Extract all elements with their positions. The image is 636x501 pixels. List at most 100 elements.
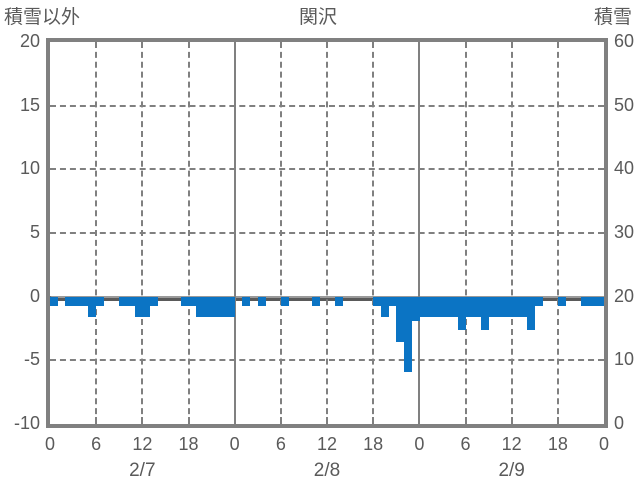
bar: [588, 296, 597, 306]
bar: [465, 296, 474, 318]
x-axis-tick-label: 12: [316, 434, 338, 454]
bar: [211, 296, 220, 318]
x-axis-tick-mark: [95, 417, 98, 424]
bar: [411, 296, 420, 321]
gridline-vertical: [187, 42, 190, 424]
bar: [503, 296, 512, 318]
bar: [380, 296, 389, 318]
x-axis-day-label: 2/8: [313, 460, 341, 481]
bar: [596, 296, 604, 306]
x-axis-tick-label: 6: [275, 434, 286, 454]
bar: [450, 296, 459, 318]
bar: [134, 296, 143, 318]
bar: [580, 296, 589, 306]
bar: [150, 296, 159, 306]
chart-title: 関沢: [298, 7, 337, 28]
x-axis-tick-mark: [233, 417, 236, 424]
bar: [226, 296, 235, 318]
x-axis-tick-label: 6: [91, 434, 102, 454]
y-axis-tick-label-left: 20: [19, 31, 40, 51]
y-axis-tick-label-left: 0: [29, 285, 40, 306]
gridline-vertical: [141, 42, 144, 424]
gridline-vertical: [556, 42, 559, 424]
bar: [457, 296, 466, 330]
x-axis-tick-label: 18: [363, 434, 384, 454]
plot-inner: [50, 42, 604, 424]
bar: [50, 296, 58, 306]
x-axis-tick-mark: [187, 417, 190, 424]
y-axis-tick-label-left: 15: [19, 94, 40, 115]
bar: [388, 296, 397, 306]
x-axis-day-label: 2/9: [498, 460, 525, 481]
bar: [334, 296, 343, 306]
bar: [496, 296, 505, 318]
bar: [96, 296, 105, 306]
bar: [142, 296, 151, 318]
x-axis-tick-label: 0: [414, 434, 425, 454]
x-axis-tick-mark: [141, 417, 144, 424]
bar: [180, 296, 189, 306]
bar: [119, 296, 128, 306]
gridline-vertical: [464, 42, 467, 424]
gridline-vertical: [372, 42, 375, 424]
x-axis-tick-mark: [418, 417, 421, 424]
bar: [311, 296, 320, 306]
bar: [65, 296, 74, 306]
y-axis-tick-label-left: -5: [23, 349, 40, 370]
x-axis-day-label: 2/7: [129, 460, 156, 481]
x-axis-tick-mark: [326, 417, 328, 424]
bar: [557, 296, 566, 306]
bar: [488, 296, 497, 318]
bar: [427, 296, 436, 318]
bar: [242, 296, 251, 306]
y-axis-tick-label-right: 20: [614, 285, 635, 306]
x-axis-tick-mark: [372, 417, 375, 424]
bar: [88, 296, 97, 318]
y-axis-tick-label-left: 5: [29, 222, 40, 242]
x-axis-tick-label: 12: [132, 434, 153, 454]
y-axis-tick-label-right: 50: [614, 94, 635, 115]
x-axis-tick-label: 0: [229, 434, 240, 454]
gridline-vertical: [279, 42, 282, 424]
y-axis-tick-label-left: -10: [13, 413, 40, 433]
y-axis-tick-label-right: 60: [614, 31, 635, 51]
x-axis-tick-mark: [464, 417, 467, 424]
bar: [196, 296, 205, 318]
day-boundary-line: [233, 42, 236, 424]
x-axis-tick-mark: [279, 417, 282, 424]
x-axis-tick-mark: [510, 417, 513, 424]
right-axis-unit-label: 積雪: [593, 7, 632, 28]
bar: [396, 296, 405, 343]
gridline-vertical: [326, 42, 328, 424]
bar: [373, 296, 382, 306]
bar: [511, 296, 520, 318]
bar: [519, 296, 528, 318]
bar: [442, 296, 451, 318]
x-axis-tick-label: 0: [44, 434, 55, 454]
bar: [473, 296, 482, 318]
bar: [257, 296, 266, 306]
bar: [203, 296, 212, 318]
day-boundary-line: [418, 42, 421, 424]
bar: [126, 296, 135, 306]
gridline-vertical: [95, 42, 98, 424]
bar: [219, 296, 228, 318]
bar: [73, 296, 82, 306]
bar: [280, 296, 289, 306]
bar: [527, 296, 536, 330]
y-axis-tick-label-left: 10: [19, 158, 40, 179]
bar: [80, 296, 89, 306]
bar: [188, 296, 197, 306]
plot-area: [46, 38, 608, 428]
bar: [403, 296, 412, 372]
x-axis-tick-label: 6: [460, 434, 471, 454]
left-axis-unit-label: 積雪以外: [4, 7, 81, 28]
y-axis-tick-label-right: 40: [614, 158, 635, 179]
y-axis-tick-label-right: 0: [614, 413, 625, 433]
y-axis-tick-label-right: 30: [614, 222, 635, 242]
bar: [419, 296, 428, 318]
bar: [534, 296, 543, 306]
y-axis-tick-label-right: 10: [614, 349, 635, 370]
bar: [480, 296, 489, 330]
